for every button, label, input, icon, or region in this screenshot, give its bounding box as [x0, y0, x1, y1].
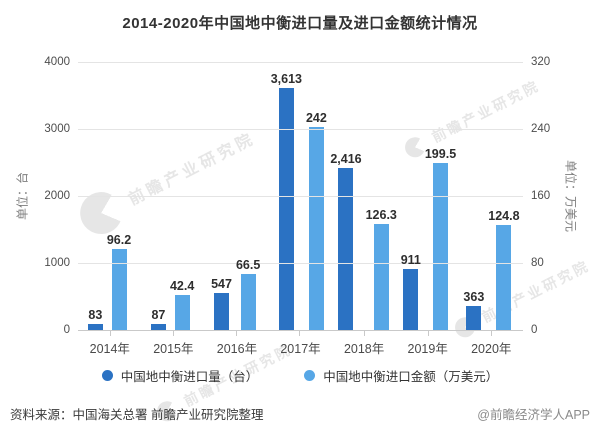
x-axis-tick [235, 330, 237, 336]
bar-2017年-series-1 [308, 127, 324, 330]
category-group-2014年: 83 96.2 [78, 62, 141, 336]
right-axis-name: 单位：万美元 [563, 159, 578, 233]
bar-value-label: 83 [88, 308, 103, 323]
x-axis-tick [428, 330, 430, 336]
footer: 资料来源：中国海关总署 前瞻产业研究院整理 @前瞻经济学人APP [0, 404, 600, 423]
bar-col: 547 [211, 277, 232, 330]
bar-2020年-series-0 [466, 305, 482, 330]
axis-tick-label: 160 [531, 190, 551, 202]
axis-tick-label: 2000 [44, 190, 70, 202]
axis-tick-label: 0 [63, 324, 70, 336]
bar-value-label: 3,613 [270, 71, 302, 86]
bar-value-label: 242 [305, 111, 327, 126]
credit-note: @前瞻经济学人APP [477, 408, 590, 422]
bar-col: 2,416 [330, 152, 362, 330]
x-axis-label-2016年: 2016年 [216, 342, 258, 356]
bar-2018年-series-0 [338, 168, 354, 330]
bar-col: 124.8 [488, 209, 520, 330]
legend-item-0[interactable]: 中国地中衡进口量（台） [101, 366, 259, 385]
axis-tick-label: 4000 [44, 56, 70, 68]
bar-value-label: 199.5 [424, 146, 457, 161]
x-axis-tick [491, 330, 493, 336]
bar-col: 363 [463, 290, 484, 330]
bar-col: 83 [87, 308, 103, 330]
x-axis-tick [172, 330, 174, 336]
bar-col: 87 [150, 308, 166, 330]
bar-2015年-series-1 [174, 294, 190, 330]
grid-line [78, 196, 523, 197]
grid-line [78, 263, 523, 264]
x-axis-label-2014年: 2014年 [89, 342, 130, 356]
category-group-2018年: 2,416 126.3 [330, 62, 397, 336]
bar-col: 96.2 [107, 233, 131, 330]
legend-dot-icon [304, 370, 316, 381]
x-axis-label-2017年: 2017年 [280, 342, 321, 356]
category-group-2020年: 363 124.8 [460, 62, 523, 336]
grid-line [78, 62, 523, 63]
x-axis-labels: 2014年 2015年 2016年 2017年 2018年 2019年 2020年 [78, 338, 523, 357]
category-group-2016年: 547 66.5 [204, 62, 267, 336]
axis-tick-label: 0 [531, 324, 538, 336]
bar-2020年-series-1 [496, 225, 512, 330]
bar-value-label: 547 [211, 277, 232, 292]
x-axis-label-2020年: 2020年 [471, 342, 512, 356]
bar-col: 126.3 [366, 208, 397, 330]
bar-col: 42.4 [169, 278, 195, 330]
bar-col: 199.5 [425, 147, 456, 330]
x-axis-label-2018年: 2018年 [343, 342, 385, 356]
bar-value-label: 87 [151, 308, 166, 323]
category-group-2015年: 87 42.4 [141, 62, 204, 336]
legend-label: 中国地中衡进口金额（万美元） [323, 370, 499, 384]
bar-2018年-series-1 [373, 224, 389, 330]
bar-value-label: 126.3 [365, 208, 397, 223]
legend-item-1[interactable]: 中国地中衡进口金额（万美元） [304, 366, 498, 385]
bar-2015年-series-0 [150, 324, 166, 330]
x-axis-tick [363, 330, 365, 336]
bar-2016年-series-0 [214, 293, 230, 330]
bar-col: 911 [401, 253, 421, 330]
legend-label: 中国地中衡进口量（台） [120, 370, 259, 384]
bar-value-label: 42.4 [169, 278, 195, 293]
bar-value-label: 124.8 [488, 209, 520, 224]
bar-value-label: 363 [463, 289, 485, 304]
bar-value-label: 911 [400, 252, 421, 267]
bar-value-label: 66.5 [235, 258, 261, 273]
bar-2016年-series-1 [240, 274, 256, 330]
bars-row: 83 96.2 87 42.4 547 66.5 3,613 242 2,416 126.3 911… [78, 62, 523, 336]
bar-2014年-series-1 [111, 249, 127, 330]
legend-dot-icon [101, 370, 113, 381]
grid-line [78, 129, 523, 130]
bar-col: 66.5 [236, 258, 260, 330]
chart-title: 2014-2020年中国地中衡进口量及进口金额统计情况 [122, 15, 478, 32]
x-axis-label-2019年: 2019年 [407, 342, 448, 356]
axis-tick-label: 240 [531, 123, 551, 135]
axis-tick-label: 1000 [44, 257, 70, 269]
source-note: 资料来源：中国海关总署 前瞻产业研究院整理 [10, 408, 264, 422]
bar-2017年-series-0 [278, 87, 294, 330]
x-axis-label-2015年: 2015年 [153, 342, 194, 356]
x-axis-tick [298, 330, 300, 336]
bar-value-label: 2,416 [330, 152, 362, 167]
category-group-2019年: 911 199.5 [397, 62, 460, 336]
plot-area: 83 96.2 87 42.4 547 66.5 3,613 242 2,416 126.3 911… [78, 62, 523, 336]
legend: 中国地中衡进口量（台） 中国地中衡进口金额（万美元） [0, 366, 600, 385]
bar-col: 242 [306, 111, 327, 330]
bar-value-label: 96.2 [106, 233, 132, 248]
bar-col: 3,613 [271, 72, 302, 330]
bar-2019年-series-0 [403, 268, 419, 330]
bar-2014年-series-0 [87, 324, 103, 330]
category-group-2017年: 3,613 242 [267, 62, 330, 336]
axis-tick-label: 3000 [44, 123, 70, 135]
axis-tick-label: 320 [531, 56, 551, 68]
bar-2019年-series-1 [433, 162, 448, 330]
axis-tick-label: 80 [531, 257, 544, 269]
x-axis-tick [109, 330, 111, 336]
